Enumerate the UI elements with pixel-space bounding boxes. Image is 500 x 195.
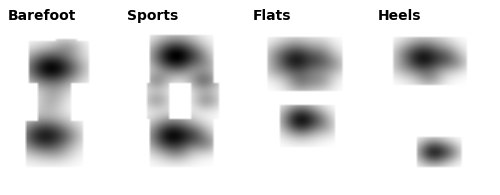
Text: Barefoot: Barefoot [8, 9, 76, 23]
Text: Flats: Flats [252, 9, 291, 23]
Text: Sports: Sports [128, 9, 179, 23]
Text: Heels: Heels [378, 9, 421, 23]
